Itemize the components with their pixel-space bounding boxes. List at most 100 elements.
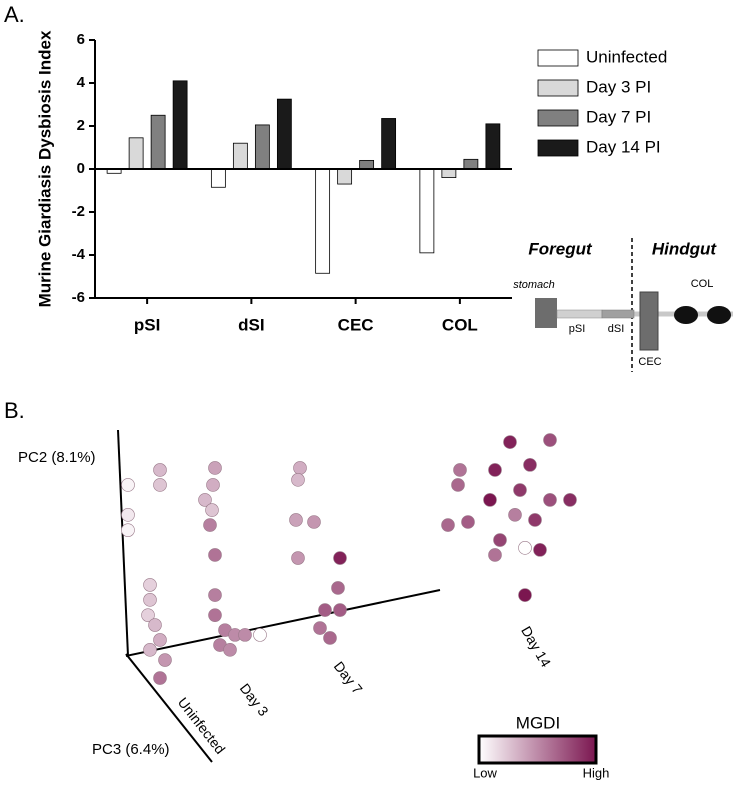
point	[153, 478, 167, 492]
legend-label: Day 3 PI	[586, 77, 651, 96]
point	[528, 513, 542, 527]
point	[293, 461, 307, 475]
point	[153, 463, 167, 477]
point	[513, 483, 527, 497]
diagram-label: stomach	[513, 279, 555, 291]
point	[148, 618, 162, 632]
axis-line	[125, 589, 441, 657]
bar	[150, 114, 166, 170]
point	[543, 433, 557, 447]
point	[441, 518, 455, 532]
bar	[485, 123, 501, 170]
point	[223, 643, 237, 657]
point	[493, 533, 507, 547]
x-tick-label: COL	[442, 315, 478, 334]
point	[533, 543, 547, 557]
y-axis-title: Murine Giardiasis Dysbiosis Index	[35, 30, 54, 307]
bar	[232, 142, 248, 170]
panel-label: B.	[4, 398, 25, 423]
legend-swatch	[537, 49, 579, 67]
colorbar-title: MGDI	[516, 713, 560, 732]
y-tick-label: -2	[72, 203, 85, 220]
dsi-shape	[601, 309, 635, 319]
legend-label: Uninfected	[586, 47, 667, 66]
diagram-label: dSI	[608, 323, 625, 335]
point	[121, 478, 135, 492]
point	[141, 608, 155, 622]
point	[523, 458, 537, 472]
diagram-label: Foregut	[528, 239, 593, 258]
x-tick-label: dSI	[238, 315, 264, 334]
stomach-shape	[535, 298, 557, 328]
point	[333, 603, 347, 617]
colorbar	[477, 734, 598, 765]
point	[323, 631, 337, 645]
diagram-label: CEC	[638, 356, 661, 368]
point	[318, 603, 332, 617]
y-tick-label: -6	[72, 289, 85, 306]
point	[331, 581, 345, 595]
axis-line	[117, 429, 129, 657]
point	[488, 463, 502, 477]
point	[143, 643, 157, 657]
axis-line	[125, 653, 213, 763]
bar	[128, 137, 144, 170]
legend-label: Day 14 PI	[586, 137, 661, 156]
point	[291, 551, 305, 565]
group-label: Day 3	[237, 680, 272, 719]
axis-title: PC2 (8.1%)	[18, 449, 96, 466]
gut-diagram: Foregut Hindgut stomach pSI dSI CEC COL	[513, 238, 733, 372]
point	[483, 493, 497, 507]
group-label: Day 7	[331, 658, 366, 697]
legend-label: Day 7 PI	[586, 107, 651, 126]
point	[143, 593, 157, 607]
bar	[381, 118, 397, 170]
point	[518, 588, 532, 602]
point	[208, 548, 222, 562]
point	[291, 473, 305, 487]
panel-label: A.	[4, 2, 25, 27]
y-tick-label: 2	[77, 117, 85, 134]
point	[208, 608, 222, 622]
y-tick-label: -4	[72, 246, 86, 263]
point	[203, 518, 217, 532]
y-tick-label: 4	[77, 74, 86, 91]
point	[121, 508, 135, 522]
psi-shape	[556, 309, 603, 319]
bar	[254, 124, 270, 170]
bar	[463, 158, 479, 170]
legend-swatch	[537, 109, 579, 127]
axis-title: PC3 (6.4%)	[92, 741, 170, 758]
point	[451, 478, 465, 492]
point	[518, 541, 532, 555]
point	[153, 671, 167, 685]
point	[461, 515, 475, 529]
x-tick-label: pSI	[134, 315, 160, 334]
bar	[337, 168, 353, 185]
point	[289, 513, 303, 527]
y-tick-label: 0	[77, 160, 85, 177]
point	[158, 653, 172, 667]
colorbar-label: High	[583, 765, 610, 780]
point	[508, 508, 522, 522]
bar	[315, 168, 331, 274]
point	[238, 628, 252, 642]
point	[206, 478, 220, 492]
col-shape	[674, 306, 698, 324]
bar	[419, 168, 435, 254]
diagram-label: Hindgut	[652, 239, 718, 258]
point	[333, 551, 347, 565]
col-shape	[707, 306, 731, 324]
point	[488, 548, 502, 562]
point	[313, 621, 327, 635]
bar	[276, 98, 292, 170]
bar	[441, 168, 457, 179]
point	[253, 628, 267, 642]
point	[143, 578, 157, 592]
point	[121, 523, 135, 537]
bar	[172, 80, 188, 170]
diagram-label: pSI	[569, 323, 586, 335]
diagram-label: COL	[691, 278, 714, 290]
